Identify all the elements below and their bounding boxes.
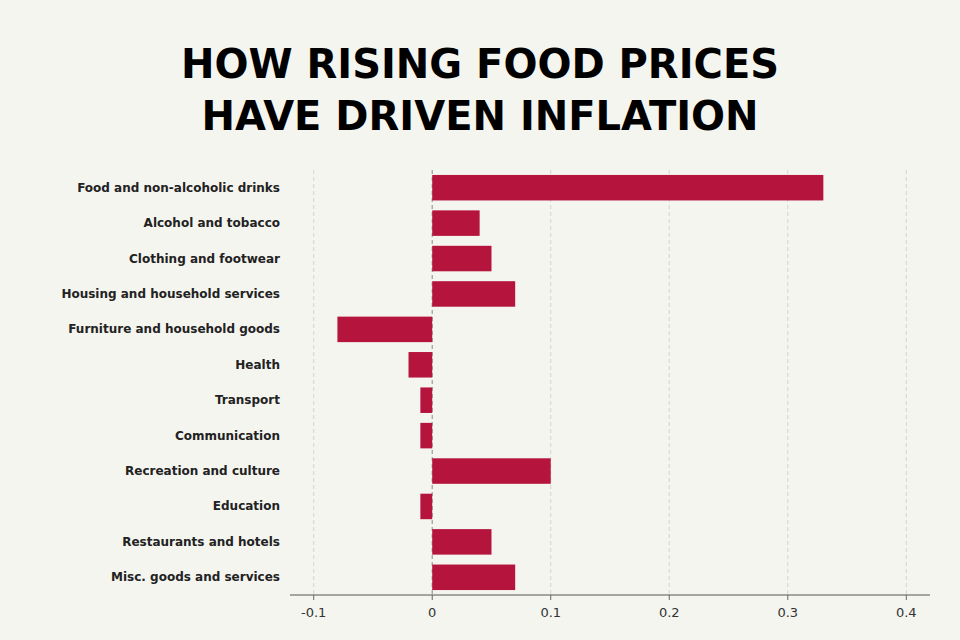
bar xyxy=(420,423,432,449)
grid-line xyxy=(906,170,907,595)
chart-svg: HOW RISING FOOD PRICES HAVE DRIVEN INFLAT… xyxy=(0,0,960,640)
bar xyxy=(432,565,515,591)
category-label: Education xyxy=(213,499,280,513)
bar xyxy=(409,352,433,378)
tick-label: 0.2 xyxy=(659,605,680,620)
tick-label: 0.1 xyxy=(540,605,561,620)
tick-label: 0 xyxy=(428,605,436,620)
y-axis: Food and non-alcoholic drinks Alcohol and… xyxy=(61,181,280,585)
bar xyxy=(337,317,432,343)
title: HOW RISING FOOD PRICES xyxy=(181,41,779,87)
background xyxy=(0,0,960,640)
tick-label: 0.3 xyxy=(777,605,798,620)
category-label: Misc. goods and services xyxy=(111,570,280,584)
bar xyxy=(420,387,432,413)
tick-label: -0.1 xyxy=(301,605,326,620)
bar xyxy=(432,175,823,201)
tick-mark xyxy=(906,595,907,600)
grid-line xyxy=(313,170,314,595)
tick-mark xyxy=(787,595,788,600)
category-label: Alcohol and tobacco xyxy=(144,216,280,230)
bar xyxy=(432,210,479,236)
tick-label: 0.4 xyxy=(896,605,917,620)
category-label: Restaurants and hotels xyxy=(122,535,280,549)
bars xyxy=(337,175,823,590)
grid xyxy=(314,170,907,595)
bar xyxy=(432,246,491,272)
category-label: Health xyxy=(235,358,280,372)
tick-mark xyxy=(550,595,551,600)
bar xyxy=(432,458,551,484)
bar xyxy=(420,494,432,520)
category-label: Clothing and footwear xyxy=(129,252,280,266)
category-label: Food and non-alcoholic drinks xyxy=(77,181,280,195)
tick-mark xyxy=(669,595,670,600)
chart-container: HOW RISING FOOD PRICES HAVE DRIVEN INFLAT… xyxy=(0,0,960,640)
x-axis: -0.1 0 0.1 0.2 0.3 0.4 xyxy=(290,595,930,620)
x-axis-line xyxy=(290,595,930,596)
tick-mark xyxy=(313,595,314,600)
category-label: Recreation and culture xyxy=(125,464,280,478)
category-label: Transport xyxy=(215,393,280,407)
subtitle: HAVE DRIVEN INFLATION xyxy=(201,93,758,139)
grid-line xyxy=(669,170,670,595)
grid-line xyxy=(550,170,551,595)
bar xyxy=(432,529,491,555)
bar xyxy=(432,281,515,307)
category-label: Communication xyxy=(175,429,280,443)
grid-line xyxy=(787,170,788,595)
category-label: Housing and household services xyxy=(61,287,280,301)
category-label: Furniture and household goods xyxy=(68,322,280,336)
tick-mark xyxy=(432,595,433,600)
